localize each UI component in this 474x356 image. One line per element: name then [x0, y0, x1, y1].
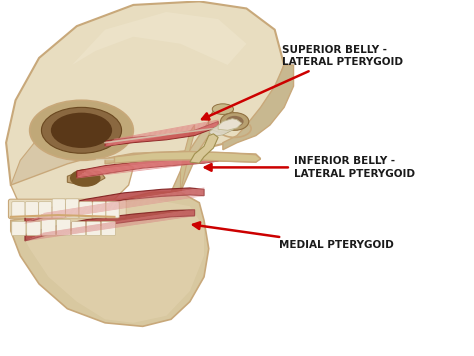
Text: INFERIOR BELLY -
LATERAL PTERYGOID: INFERIOR BELLY - LATERAL PTERYGOID [205, 156, 415, 179]
Ellipse shape [220, 112, 249, 130]
Polygon shape [223, 65, 293, 150]
Polygon shape [11, 158, 133, 213]
Ellipse shape [30, 100, 133, 160]
Polygon shape [72, 12, 246, 65]
Polygon shape [11, 132, 96, 196]
FancyBboxPatch shape [27, 221, 41, 236]
Ellipse shape [226, 116, 244, 127]
Text: MEDIAL PTERYGOID: MEDIAL PTERYGOID [193, 222, 394, 250]
Polygon shape [190, 134, 218, 163]
Polygon shape [67, 171, 105, 185]
FancyBboxPatch shape [39, 201, 52, 218]
FancyBboxPatch shape [92, 201, 106, 218]
Polygon shape [115, 152, 261, 163]
Polygon shape [6, 1, 284, 189]
Ellipse shape [70, 169, 100, 187]
FancyBboxPatch shape [12, 221, 26, 236]
Polygon shape [77, 156, 218, 178]
Ellipse shape [212, 104, 234, 114]
FancyBboxPatch shape [9, 199, 126, 219]
FancyBboxPatch shape [12, 201, 25, 218]
Text: SUPERIOR BELLY -
LATERAL PTERYGOID: SUPERIOR BELLY - LATERAL PTERYGOID [202, 45, 403, 120]
FancyBboxPatch shape [101, 221, 116, 236]
Polygon shape [171, 121, 213, 192]
FancyBboxPatch shape [56, 219, 71, 236]
Polygon shape [105, 121, 218, 146]
Polygon shape [105, 152, 261, 164]
Polygon shape [181, 125, 195, 192]
Polygon shape [25, 188, 204, 223]
Polygon shape [218, 119, 242, 130]
Polygon shape [25, 210, 195, 241]
Ellipse shape [51, 112, 112, 148]
Ellipse shape [41, 108, 121, 153]
FancyBboxPatch shape [72, 221, 86, 236]
FancyBboxPatch shape [106, 201, 119, 218]
FancyBboxPatch shape [86, 221, 100, 236]
Polygon shape [20, 199, 204, 323]
FancyBboxPatch shape [65, 199, 79, 218]
Polygon shape [209, 121, 237, 136]
FancyBboxPatch shape [42, 219, 56, 236]
FancyBboxPatch shape [52, 199, 65, 218]
Polygon shape [11, 192, 209, 326]
Polygon shape [209, 108, 237, 132]
FancyBboxPatch shape [79, 201, 92, 218]
FancyBboxPatch shape [25, 201, 38, 218]
